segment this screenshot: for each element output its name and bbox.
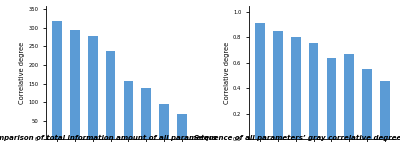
Bar	[380, 81, 390, 139]
Bar	[255, 23, 265, 139]
Text: Comparison of total information amount of all parameters: Comparison of total information amount o…	[0, 134, 217, 141]
Bar	[177, 114, 187, 139]
Bar	[326, 58, 336, 139]
Text: Sequence of all parameters’ gray correlative degree: Sequence of all parameters’ gray correla…	[194, 134, 400, 141]
Bar	[52, 20, 62, 139]
Bar	[160, 104, 169, 139]
Bar	[362, 69, 372, 139]
Y-axis label: Correlative degree: Correlative degree	[224, 41, 230, 104]
Bar	[88, 36, 98, 139]
Bar	[142, 88, 151, 139]
Bar	[273, 31, 282, 139]
Bar	[106, 51, 116, 139]
Bar	[124, 81, 134, 139]
Bar	[291, 37, 300, 139]
Y-axis label: Correlative degree: Correlative degree	[20, 41, 26, 104]
Bar	[344, 54, 354, 139]
Bar	[308, 43, 318, 139]
Bar	[70, 30, 80, 139]
